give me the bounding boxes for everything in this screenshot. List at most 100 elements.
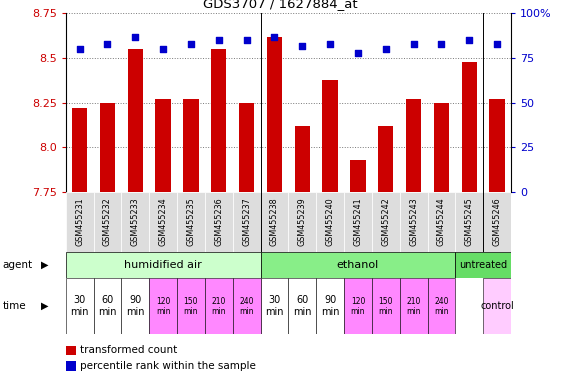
Bar (149, 192, 177, 252)
Bar (239, 103, 254, 192)
Bar (233, 192, 260, 252)
Text: GSM455234: GSM455234 (159, 197, 168, 246)
Text: GSM455242: GSM455242 (381, 197, 391, 246)
Text: GSM455237: GSM455237 (242, 197, 251, 246)
Text: GSM455246: GSM455246 (493, 197, 502, 246)
Point (409, 41, 418, 47)
Bar (72, 108, 87, 192)
Text: 150
min: 150 min (379, 296, 393, 316)
Bar (316, 192, 344, 252)
Bar (155, 99, 171, 192)
Text: ▶: ▶ (41, 301, 49, 311)
Bar (66, 278, 94, 334)
Point (437, 41, 446, 47)
Text: GSM455241: GSM455241 (353, 197, 363, 246)
Text: GSM455243: GSM455243 (409, 197, 418, 246)
Text: GSM455245: GSM455245 (465, 197, 474, 246)
Text: 240
min: 240 min (434, 296, 449, 316)
Text: GSM455239: GSM455239 (297, 197, 307, 246)
Bar (233, 278, 260, 334)
Bar (66, 252, 260, 278)
Bar (378, 126, 393, 192)
Bar (400, 278, 428, 334)
Bar (122, 192, 149, 252)
Text: 150
min: 150 min (184, 296, 198, 316)
Text: GSM455236: GSM455236 (214, 197, 223, 246)
Text: untreated: untreated (459, 260, 507, 270)
Text: 60
min: 60 min (293, 295, 312, 317)
Bar (260, 192, 288, 252)
Bar (483, 192, 511, 252)
Point (186, 41, 195, 47)
Point (75, 46, 84, 52)
Bar (149, 278, 177, 334)
Point (353, 50, 363, 56)
Bar (183, 99, 199, 192)
Text: 240
min: 240 min (239, 296, 254, 316)
Text: time: time (3, 301, 26, 311)
Point (297, 43, 307, 49)
Text: 120
min: 120 min (156, 296, 170, 316)
Text: agent: agent (3, 260, 33, 270)
Point (381, 46, 391, 52)
Text: 210
min: 210 min (211, 296, 226, 316)
Point (214, 37, 223, 43)
Text: percentile rank within the sample: percentile rank within the sample (80, 361, 256, 371)
Text: 90
min: 90 min (126, 295, 144, 317)
Bar (316, 278, 344, 334)
Point (465, 37, 474, 43)
Text: humidified air: humidified air (124, 260, 202, 270)
Bar (428, 278, 456, 334)
Point (159, 46, 168, 52)
Text: GSM455240: GSM455240 (325, 197, 335, 246)
Bar (94, 192, 122, 252)
Text: 60
min: 60 min (98, 295, 116, 317)
Point (103, 41, 112, 47)
Bar (456, 252, 511, 278)
Text: transformed count: transformed count (80, 345, 177, 355)
Text: 30
min: 30 min (70, 295, 89, 317)
Bar (288, 278, 316, 334)
Bar (177, 278, 205, 334)
Bar (100, 103, 115, 192)
Bar (344, 192, 372, 252)
Text: 30
min: 30 min (265, 295, 284, 317)
Bar (295, 126, 310, 192)
Point (242, 37, 251, 43)
Text: ethanol: ethanol (337, 260, 379, 270)
Bar (177, 192, 205, 252)
Bar (94, 278, 122, 334)
Text: GSM455238: GSM455238 (270, 197, 279, 246)
Bar (122, 278, 149, 334)
Bar (456, 192, 483, 252)
Bar (127, 49, 143, 192)
Text: GSM455232: GSM455232 (103, 197, 112, 246)
Bar (434, 103, 449, 192)
Text: GSM455231: GSM455231 (75, 197, 84, 246)
Text: control: control (480, 301, 514, 311)
Text: GSM455235: GSM455235 (186, 197, 195, 246)
Text: 210
min: 210 min (407, 296, 421, 316)
Point (325, 41, 335, 47)
Bar (372, 192, 400, 252)
Text: 120
min: 120 min (351, 296, 365, 316)
Text: GSM455244: GSM455244 (437, 197, 446, 246)
Bar (461, 62, 477, 192)
Bar (489, 99, 505, 192)
Point (131, 33, 140, 40)
Bar (205, 192, 233, 252)
Bar (400, 192, 428, 252)
Bar (288, 192, 316, 252)
Text: GDS3707 / 1627884_at: GDS3707 / 1627884_at (203, 0, 357, 10)
Point (493, 41, 502, 47)
Bar (205, 278, 233, 334)
Bar (260, 252, 456, 278)
Bar (267, 36, 282, 192)
Text: 90
min: 90 min (321, 295, 339, 317)
Text: GSM455233: GSM455233 (131, 197, 140, 246)
Bar (344, 278, 372, 334)
Bar (211, 49, 227, 192)
Bar (260, 278, 288, 334)
Bar (406, 99, 421, 192)
Bar (66, 192, 94, 252)
